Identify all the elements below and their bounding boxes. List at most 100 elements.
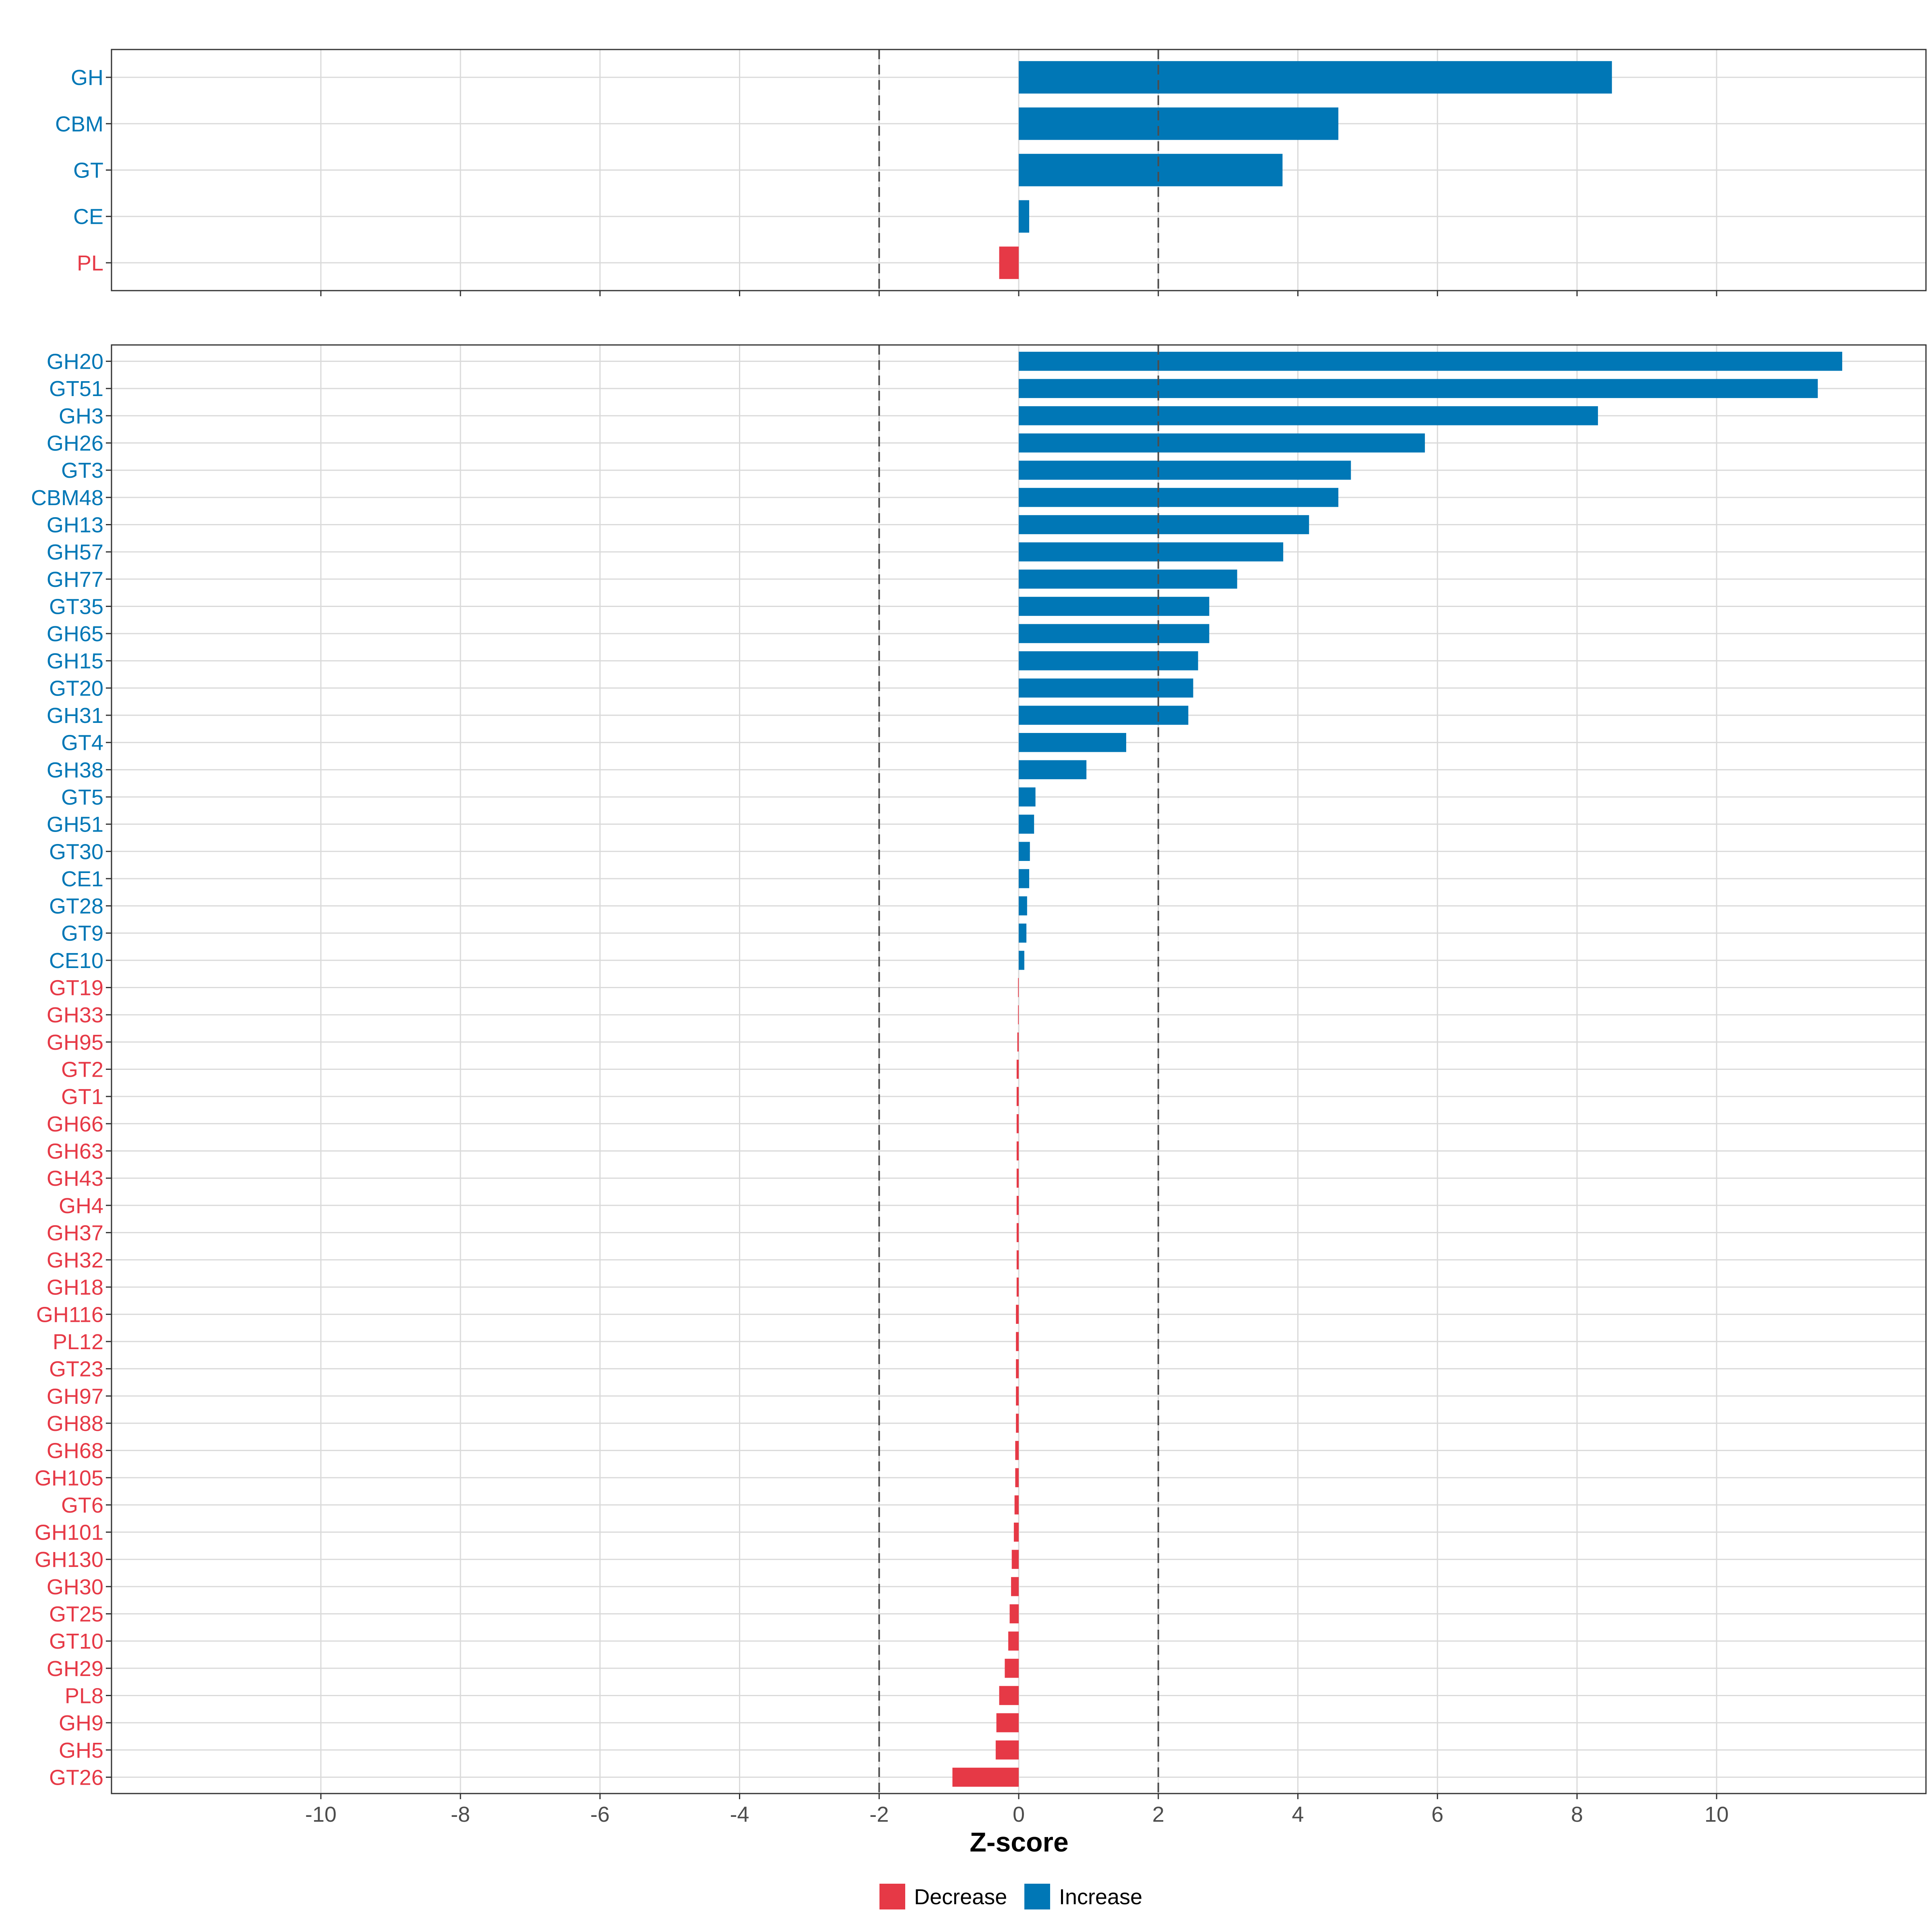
y-tick-label: GT2 [61,1058,103,1082]
y-tick-label: GH116 [36,1302,103,1327]
bar-GH37 [1016,1223,1019,1243]
bar-GH15 [1019,651,1198,671]
bar-GH66 [1016,1114,1019,1133]
legend-swatch [1024,1884,1050,1909]
y-tick-label: GH3 [59,404,103,428]
y-tick-label: GH9 [59,1711,103,1735]
bar-GH30 [1011,1577,1019,1596]
bar-GH88 [1016,1414,1019,1433]
x-tick-label: -8 [451,1802,470,1827]
bar-GH105 [1015,1468,1019,1487]
x-tick-label: 4 [1292,1802,1304,1827]
y-tick-label: GH130 [35,1548,103,1572]
bar-CE [1019,200,1030,233]
bar-GH68 [1015,1441,1019,1460]
y-tick-label: CBM48 [31,486,103,510]
bar-GH101 [1013,1522,1019,1542]
y-tick-label: GH [71,66,103,90]
y-tick-label: GH29 [47,1657,103,1681]
bar-GH51 [1019,814,1034,834]
bar-GT25 [1009,1604,1019,1624]
panel-class: GH CBM GT CE PL [55,49,1927,296]
bar-GH97 [1016,1386,1019,1406]
y-tick-label: GT30 [49,840,103,864]
bar-GH38 [1019,760,1087,780]
bar-GH31 [1019,706,1189,725]
y-tick-label: GH13 [47,513,103,537]
bar-GH [1019,61,1612,94]
y-tick-label: GT [73,159,103,183]
y-tick-label: GT5 [61,785,103,809]
bar-CBM [1019,107,1339,140]
bar-CE10 [1019,951,1024,970]
legend: Decrease Increase [879,1884,1142,1909]
y-tick-label: GT26 [49,1765,103,1790]
y-tick-label: PL8 [65,1684,103,1708]
x-tick-label: -2 [869,1802,889,1827]
bar-GH20 [1019,351,1842,371]
bar-GT51 [1019,379,1818,398]
y-tick-label: GT51 [49,377,103,401]
y-tick-label: GH101 [35,1521,103,1545]
y-tick-label: GH57 [47,540,103,564]
y-tick-label: GH43 [47,1166,103,1191]
y-tick-label: GT1 [61,1085,103,1109]
bar-GT30 [1019,842,1030,861]
bar-GT23 [1016,1359,1019,1379]
y-tick-label: GH15 [47,649,103,673]
y-tick-label: GT28 [49,894,103,919]
bar-GH57 [1019,542,1284,561]
legend-item-increase: Increase [1024,1884,1142,1909]
y-tick-label: GH77 [47,568,103,592]
bar-GH29 [1005,1659,1019,1678]
y-tick-label: GH51 [47,813,103,837]
bar-PL [999,246,1019,279]
y-tick-label: GH95 [47,1030,103,1055]
bar-GH18 [1016,1278,1019,1297]
x-tick-label: -10 [305,1802,336,1827]
bar-CBM48 [1019,488,1339,507]
y-tick-label: CE10 [49,949,103,973]
y-tick-label: GT9 [61,921,103,945]
bar-GH4 [1016,1196,1019,1215]
y-tick-label: CE1 [61,867,103,891]
bar-PL12 [1016,1332,1019,1351]
bar-GH26 [1019,433,1425,453]
bar-GH116 [1016,1305,1019,1324]
bar-GT5 [1019,787,1036,807]
bar-GT10 [1008,1631,1019,1651]
y-tick-label: GH31 [47,704,103,728]
y-tick-label: GH33 [47,1003,103,1027]
bar-GT19 [1018,978,1019,997]
y-tick-label: GH88 [47,1412,103,1436]
bar-GH63 [1016,1141,1019,1161]
x-tick-label: 6 [1431,1802,1443,1827]
bar-GH65 [1019,624,1210,643]
y-tick-label: GT23 [49,1357,103,1381]
y-tick-label: CBM [55,112,103,136]
y-tick-label: GT4 [61,731,103,755]
bar-GH43 [1016,1168,1019,1188]
bar-GH3 [1019,406,1598,425]
y-tick-label: PL [77,251,103,275]
y-tick-label: GH32 [47,1248,103,1272]
x-tick-label: 10 [1705,1802,1729,1827]
legend-item-decrease: Decrease [879,1884,1007,1909]
bar-GH32 [1016,1250,1019,1269]
y-tick-label: GH66 [47,1112,103,1136]
y-tick-label: GH5 [59,1738,103,1763]
bar-GH95 [1017,1032,1019,1052]
y-tick-label: GH65 [47,622,103,646]
y-tick-label: GH20 [47,350,103,374]
bar-GT26 [952,1767,1019,1787]
y-tick-label: GT20 [49,676,103,700]
y-tick-label: CE [73,205,103,229]
y-tick-label: GH38 [47,758,103,782]
legend-swatch [879,1884,905,1909]
y-tick-label: GT10 [49,1629,103,1653]
x-tick-label: 0 [1013,1802,1025,1827]
x-axis: -10 -8 -6 -4 -2 0 2 4 6 8 10 [305,1802,1729,1827]
bar-GH33 [1018,1005,1019,1024]
bar-GT3 [1019,460,1351,480]
bar-GT2 [1016,1059,1019,1079]
